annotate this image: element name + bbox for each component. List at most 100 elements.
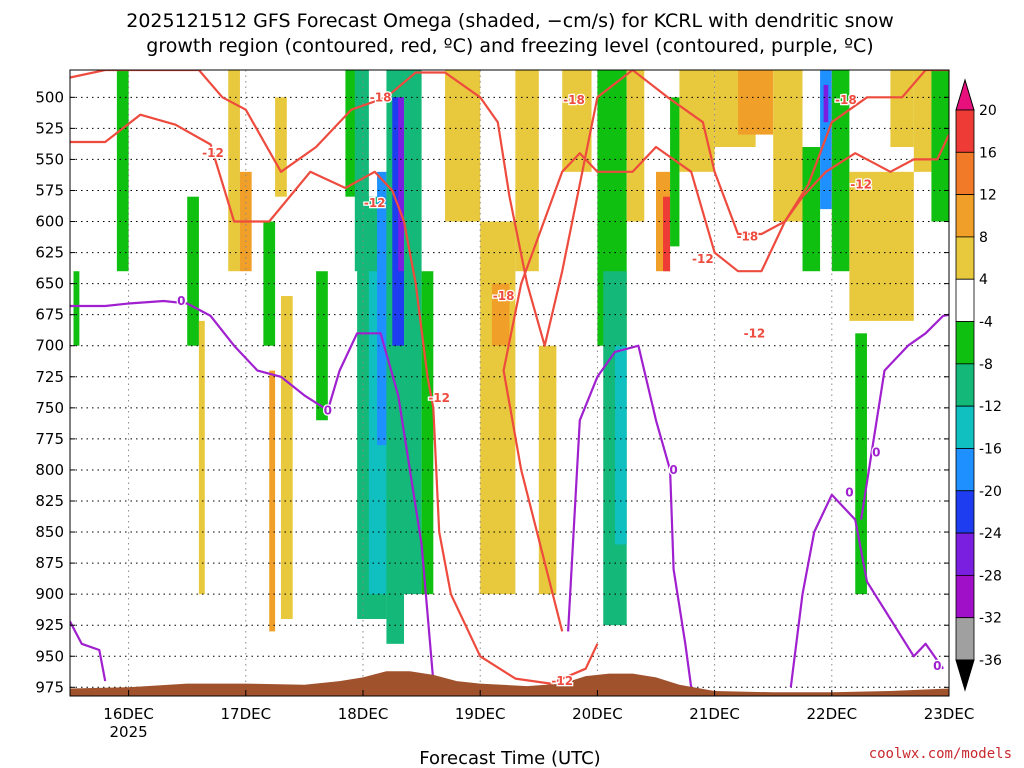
y-tick-label: 975 <box>35 678 64 696</box>
contour-label: -12 <box>364 196 386 210</box>
colorbar-label: -8 <box>979 357 993 373</box>
contour-freezing_level <box>70 299 435 682</box>
colorbar-box <box>955 617 975 661</box>
omega-cell <box>823 84 829 123</box>
omega-cell <box>275 97 287 197</box>
chart-title-line-2: growth region (contoured, red, ºC) and f… <box>146 35 873 57</box>
contour-label: -12 <box>850 177 872 191</box>
omega-cell <box>538 345 557 595</box>
omega-cell <box>931 70 949 222</box>
x-tick-label: 19DEC <box>455 705 506 723</box>
colorbar-label: -32 <box>979 611 1002 627</box>
contour-freezing_level_upper_east <box>860 313 949 520</box>
contour-freezing_level_west_low <box>70 620 107 682</box>
chart-title-line-1: 2025121512 GFS Forecast Omega (shaded, −… <box>126 10 893 32</box>
colorbar-box <box>955 151 975 196</box>
omega-cell <box>890 70 914 148</box>
contour-freezing_level_mid <box>567 344 693 688</box>
x-tick-label: 22DEC <box>807 705 858 723</box>
colorbar-box <box>955 574 975 619</box>
omega-cell <box>679 70 715 172</box>
terrain-fill <box>70 671 949 696</box>
colorbar-bottom-arrow <box>955 659 975 692</box>
y-tick-label: 625 <box>35 244 64 262</box>
omega-cell <box>855 333 867 595</box>
x-tick-label: 18DEC <box>338 705 389 723</box>
contour-label: 0 <box>669 463 677 477</box>
colorbar-label: 12 <box>979 188 997 204</box>
y-tick-label: 550 <box>35 150 64 168</box>
contour-freezing_level_east <box>789 493 944 688</box>
contour-label: -12 <box>551 674 573 688</box>
colorbar: 20 16 12 8 4 -4 -8 -12 -16 -20 -24 -28 -32 -36 <box>955 78 1002 692</box>
colorbar-box <box>955 109 975 153</box>
colorbar-label: 8 <box>979 230 988 246</box>
y-axis: 500 525 550 575 600 625 650 675 700 725 750 775 800 8… <box>35 88 949 696</box>
omega-cell <box>849 171 914 321</box>
omega-cell <box>773 70 803 222</box>
contour-label-layer: -12 -18 -18 -18 -12 -18 -12 -12 -18 -12 -12 -12 0 0 0 0… <box>176 89 943 689</box>
colorbar-label: -4 <box>979 315 993 331</box>
x-tick-label: 17DEC <box>221 705 272 723</box>
colorbar-box <box>955 448 975 492</box>
omega-cell <box>280 296 293 619</box>
omega-cell <box>377 171 387 446</box>
omega-cell <box>515 70 539 272</box>
contour-label: 0 <box>324 403 332 417</box>
colorbar-box <box>955 532 975 576</box>
y-tick-label: 700 <box>35 337 64 355</box>
contour-label: 0 <box>845 485 853 499</box>
contour-label: -18 <box>563 93 585 107</box>
plot-frame <box>69 69 950 697</box>
x-tick-label: 23DEC <box>924 705 975 723</box>
y-tick-label: 775 <box>35 430 64 448</box>
omega-cell <box>198 320 205 595</box>
colorbar-label: -24 <box>979 526 1002 542</box>
omega-cell <box>445 70 481 222</box>
colorbar-label: -36 <box>979 653 1002 669</box>
omega-cell <box>421 271 434 595</box>
y-tick-label: 575 <box>35 181 64 199</box>
colorbar-label: 4 <box>979 272 988 288</box>
omega-cell <box>187 196 199 346</box>
y-tick-label: 650 <box>35 275 64 293</box>
y-tick-label: 875 <box>35 554 64 572</box>
colorbar-label: -20 <box>979 484 1002 500</box>
x-axis-title: Forecast Time (UTC) <box>419 748 600 768</box>
omega-cell <box>491 283 510 346</box>
contour-label: -18 <box>493 289 515 303</box>
contour-label: -18 <box>835 93 857 107</box>
y-tick-label: 900 <box>35 585 64 603</box>
y-tick-label: 925 <box>35 616 64 634</box>
omega-cell <box>670 97 680 247</box>
omega-cell <box>269 370 276 632</box>
colorbar-label: -12 <box>979 399 1002 415</box>
gridlines <box>70 70 949 696</box>
omega-cell <box>116 70 129 272</box>
y-tick-label: 850 <box>35 523 64 541</box>
contour-label: 0 <box>177 294 185 308</box>
contour-layer <box>70 70 949 688</box>
credit-text: coolwx.com/models <box>869 746 1012 762</box>
y-tick-label: 600 <box>35 213 64 231</box>
contour-label: -12 <box>428 391 450 405</box>
omega-cell <box>738 70 774 135</box>
y-tick-label: 725 <box>35 368 64 386</box>
colorbar-label: 20 <box>979 103 997 119</box>
omega-shading-layer <box>73 70 949 644</box>
colorbar-box <box>955 236 975 280</box>
omega-cell <box>663 196 671 272</box>
colorbar-box <box>955 278 975 322</box>
colorbar-label: 16 <box>979 145 997 161</box>
contour-label: -12 <box>202 146 224 160</box>
contour-label: -12 <box>744 326 766 340</box>
omega-cell <box>614 345 627 545</box>
colorbar-box <box>955 405 975 449</box>
x-tick-label: 16DEC <box>103 705 154 723</box>
y-tick-label: 800 <box>35 461 64 479</box>
terrain-layer <box>70 671 949 696</box>
colorbar-box <box>955 363 975 407</box>
omega-cell <box>345 70 358 197</box>
contour-label: 0 <box>872 446 880 460</box>
colorbar-label: -28 <box>979 568 1002 584</box>
